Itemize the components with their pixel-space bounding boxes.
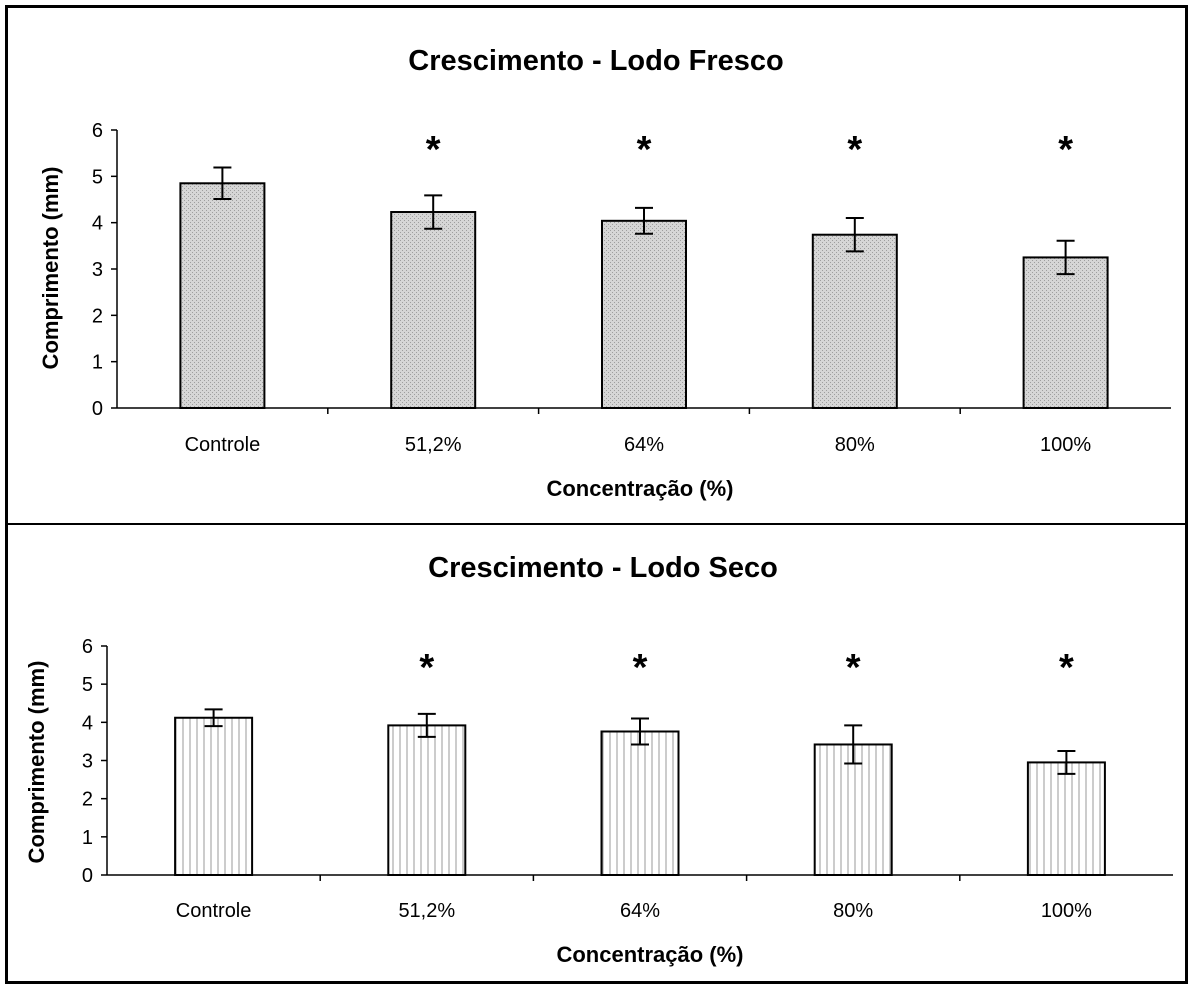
significance-marker: * xyxy=(1059,647,1074,689)
significance-marker: * xyxy=(426,129,441,171)
significance-marker: * xyxy=(637,129,652,171)
y-tick-label: 1 xyxy=(82,827,93,849)
significance-marker: * xyxy=(847,129,862,171)
x-tick-label: 51,2% xyxy=(405,434,462,456)
y-tick-label: 0 xyxy=(82,865,93,887)
bar xyxy=(179,182,266,409)
y-tick-label: 5 xyxy=(82,674,93,696)
bar xyxy=(1022,256,1109,409)
chart-title: Crescimento - Lodo Fresco xyxy=(408,45,783,77)
bar xyxy=(811,233,898,409)
significance-marker: * xyxy=(846,647,861,689)
y-tick-label: 3 xyxy=(92,259,103,281)
y-tick-label: 3 xyxy=(82,751,93,773)
y-axis-label: Comprimento (mm) xyxy=(38,167,63,370)
y-tick-label: 2 xyxy=(92,305,103,327)
y-tick-label: 2 xyxy=(82,789,93,811)
y-tick-label: 4 xyxy=(92,213,103,235)
y-tick-label: 0 xyxy=(92,398,103,420)
x-tick-label: 51,2% xyxy=(398,900,455,922)
x-tick-label: 80% xyxy=(835,434,875,456)
chart-panel-seco: Crescimento - Lodo Seco Concentração (%)… xyxy=(24,552,1173,967)
bar xyxy=(387,724,467,876)
y-tick-label: 6 xyxy=(82,636,93,658)
y-axis-label: Comprimento (mm) xyxy=(24,661,49,864)
bar xyxy=(600,730,680,877)
chart-title: Crescimento - Lodo Seco xyxy=(428,552,778,584)
significance-marker: * xyxy=(633,647,648,689)
bar xyxy=(174,716,254,877)
x-tick-label: 64% xyxy=(620,900,660,922)
plot-area: 0 1 2 3 4 5 6 Controle * 51,2% * 64% * 80% * 100% xyxy=(82,636,1173,922)
y-tick-label: 4 xyxy=(82,712,93,734)
x-tick-label: Controle xyxy=(176,900,252,922)
outer-frame xyxy=(5,5,1188,984)
chart-panel-fresco: Crescimento - Lodo Fresco Concentração (… xyxy=(38,45,1171,501)
y-tick-label: 6 xyxy=(92,120,103,142)
y-tick-label: 5 xyxy=(92,166,103,188)
x-tick-label: 100% xyxy=(1041,900,1092,922)
x-tick-label: 64% xyxy=(624,434,664,456)
bar xyxy=(601,219,687,409)
plot-area: 0 1 2 3 4 5 6 Controle * 51,2% * 64% * 80% * 100% xyxy=(92,120,1171,456)
x-tick-label: 100% xyxy=(1040,434,1091,456)
bar xyxy=(390,211,477,409)
x-axis-label: Concentração (%) xyxy=(546,476,733,501)
significance-marker: * xyxy=(419,647,434,689)
y-tick-label: 1 xyxy=(92,352,103,374)
x-tick-label: Controle xyxy=(185,434,261,456)
x-axis-label: Concentração (%) xyxy=(556,942,743,967)
significance-marker: * xyxy=(1058,129,1073,171)
bar xyxy=(1026,761,1106,876)
x-tick-label: 80% xyxy=(833,900,873,922)
